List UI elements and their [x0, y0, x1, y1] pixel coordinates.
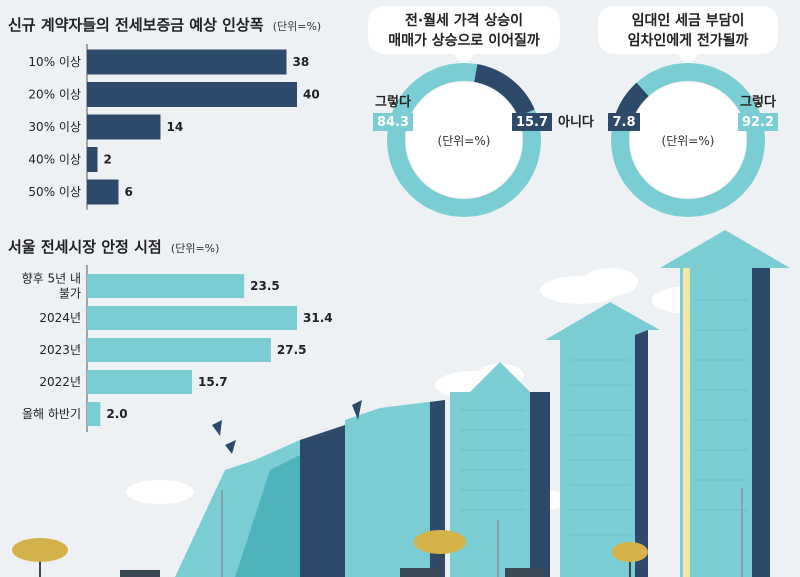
donut-slice-name: 그렇다	[740, 94, 776, 110]
chart-deposit-increase: 신규 계약자들의 전세보증금 예상 인상폭 (단위=%) 10% 이상 38 20%…	[8, 16, 321, 210]
category-label: 올해 하반기	[22, 407, 81, 421]
bar-value-label: 14	[167, 120, 184, 134]
bar-value-label: 2	[104, 153, 112, 167]
bar	[87, 114, 161, 140]
bar-value-label: 6	[125, 185, 133, 199]
donut-slice	[611, 63, 765, 217]
bar-value-label: 2.0	[106, 407, 127, 421]
donut-slice-value: 84.3	[377, 115, 409, 130]
category-label: 불가	[59, 287, 81, 301]
donut-slice-value: 92.2	[742, 115, 774, 130]
bar-value-label: 27.5	[277, 343, 307, 357]
category-label: 30% 이상	[28, 120, 81, 134]
donut-chart-price-link: 전·월세 가격 상승이 매매가 상승으로 이어질까 그렇다 84.3 아니다 15.7…	[368, 6, 594, 218]
donut1-title-line2: 매매가 상승으로 이어질까	[388, 32, 540, 49]
donut-chart-tax-burden: 임대인 세금 부담이 임차인에게 전가될까 그렇다 92.2 7.8 (단위=%)	[598, 6, 778, 217]
bar	[87, 402, 101, 426]
trees-and-lamps	[12, 488, 743, 577]
category-label: 2022년	[39, 375, 81, 389]
donut-slice-name: 아니다	[558, 114, 594, 130]
donut-slice-name: 그렇다	[375, 94, 411, 110]
category-label: 향후 5년 내	[22, 272, 81, 286]
bar	[87, 306, 297, 330]
donut-slice	[387, 63, 541, 218]
bar-value-label: 38	[293, 55, 310, 69]
donut-slice-value: 15.7	[516, 115, 548, 130]
donut1-title-line1: 전·월세 가격 상승이	[405, 12, 523, 29]
bar	[87, 82, 297, 107]
chart-market-stability: 서울 전세시장 안정 시점 (단위=%) 향후 5년 내불가 23.5 2024년 3…	[8, 238, 333, 432]
donut1-unit: (단위=%)	[438, 134, 491, 148]
chart2-title: 서울 전세시장 안정 시점 (단위=%)	[8, 238, 219, 256]
category-label: 2024년	[39, 311, 81, 325]
donut-slice	[387, 63, 541, 217]
bar	[87, 370, 192, 394]
bar-value-label: 23.5	[250, 279, 280, 293]
category-label: 10% 이상	[28, 55, 81, 69]
bar	[87, 274, 245, 298]
bar	[87, 179, 119, 205]
bar	[87, 49, 287, 75]
bar-value-label: 40	[303, 88, 320, 102]
category-label: 20% 이상	[28, 88, 81, 102]
question-bubble-1: 전·월세 가격 상승이 매매가 상승으로 이어질까	[368, 6, 560, 66]
chart1-title: 신규 계약자들의 전세보증금 예상 인상폭 (단위=%)	[8, 16, 321, 34]
donut2-title-line1: 임대인 세금 부담이	[632, 12, 745, 29]
building-arrows	[175, 230, 790, 577]
donut2-title-line2: 임차인에게 전가될까	[628, 32, 749, 49]
donut2-unit: (단위=%)	[662, 134, 715, 148]
category-label: 40% 이상	[28, 153, 81, 167]
category-label: 50% 이상	[28, 185, 81, 199]
question-bubble-2: 임대인 세금 부담이 임차인에게 전가될까	[598, 6, 778, 66]
bar-value-label: 31.4	[303, 311, 333, 325]
bar-value-label: 15.7	[198, 375, 228, 389]
bar	[87, 338, 271, 362]
donut-slice-value: 7.8	[612, 115, 635, 130]
bar	[87, 147, 98, 172]
category-label: 2023년	[39, 343, 81, 357]
